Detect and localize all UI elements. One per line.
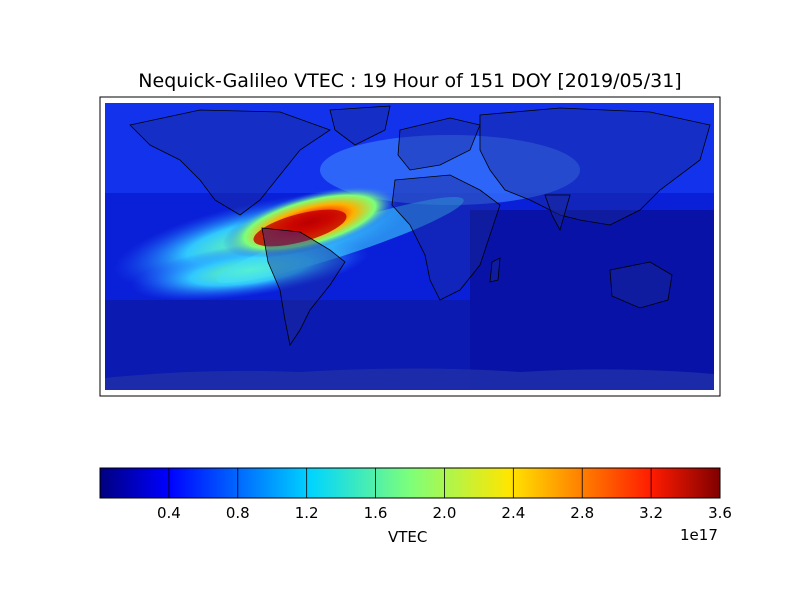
colorbar-tick-label: 3.2 xyxy=(639,504,664,522)
colorbar-exponent: 1e17 xyxy=(680,526,718,544)
chart-title: Nequick-Galileo VTEC : 19 Hour of 151 DO… xyxy=(138,70,682,92)
colorbar-tick-label: 3.6 xyxy=(708,504,732,522)
colorbar-label: VTEC xyxy=(388,528,428,546)
colorbar xyxy=(99,467,721,499)
coastlines xyxy=(129,105,711,347)
colorbar-tick-label: 2.0 xyxy=(432,504,457,522)
colorbar-tick-label: 0.8 xyxy=(225,504,250,522)
colorbar-tick-label: 2.4 xyxy=(501,504,526,522)
colorbar-tick-label: 1.2 xyxy=(294,504,319,522)
colorbar-tick-label: 0.4 xyxy=(156,504,181,522)
colorbar-tick-label: 1.6 xyxy=(363,504,388,522)
vtec-heatmap xyxy=(105,103,714,390)
colorbar-tick-label: 2.8 xyxy=(570,504,595,522)
